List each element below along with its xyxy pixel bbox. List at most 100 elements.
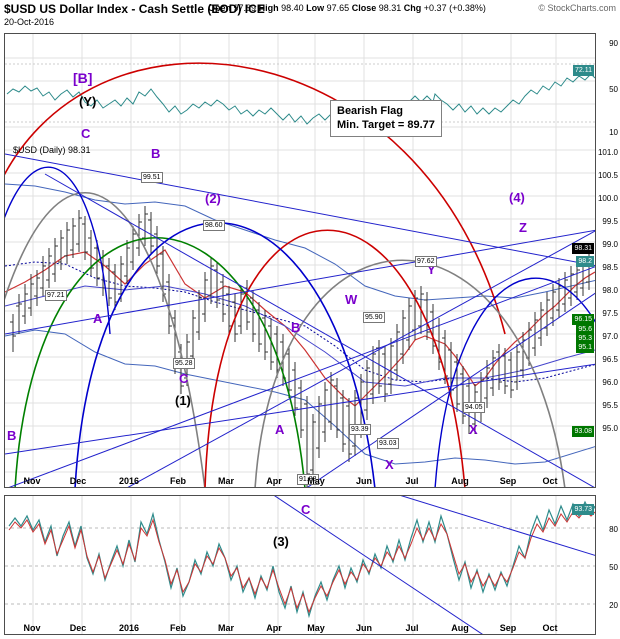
annotation-c-3: C — [301, 502, 311, 517]
yaxis-tick-1010: 101.0 — [597, 148, 618, 157]
yaxis-tick-10: 10 — [609, 128, 618, 137]
xtick-jul: Jul — [405, 476, 419, 486]
xtick2-jul: Jul — [405, 623, 419, 633]
point-label-9721: 97.21 — [45, 290, 67, 301]
annotation-3: (3) — [273, 534, 289, 549]
point-label-9339: 93.39 — [349, 424, 371, 435]
close-value: 98.31 — [378, 3, 402, 13]
series-legend: $USD (Daily) 98.31 — [13, 145, 91, 155]
chg-value: +0.37 (+0.38%) — [423, 3, 486, 13]
xtick-2016: 2016 — [118, 476, 140, 486]
price-bars — [10, 206, 592, 487]
point-label-9303: 93.03 — [377, 438, 399, 449]
open-label: Open — [208, 3, 232, 13]
annotation-y-paren: (Y) — [79, 94, 97, 109]
annotation-2: (2) — [205, 191, 221, 206]
annotation-z: Z — [519, 220, 527, 235]
source-watermark: © StockCharts.com — [538, 3, 616, 13]
xtick2-apr: Apr — [266, 623, 282, 633]
xtick2-oct: Oct — [542, 623, 558, 633]
yaxis-tick-985: 98.5 — [602, 263, 618, 272]
xtick2-feb: Feb — [169, 623, 186, 633]
price-panel[interactable]: $USD (Daily) 98.31 [B] (Y) C B A (2) C (… — [4, 33, 596, 488]
xtick-jun: Jun — [355, 476, 372, 486]
rsi-tick-50: 50 — [609, 563, 618, 572]
xtick-may: May — [307, 476, 325, 486]
xtick2-sep: Sep — [499, 623, 517, 633]
annotation-1: (1) — [175, 393, 191, 408]
xtick2-2016: 2016 — [118, 623, 140, 633]
xtick-oct: Oct — [542, 476, 558, 486]
point-label-9188: 91.88 — [297, 474, 319, 485]
xtick2-dec: Dec — [69, 623, 87, 633]
low-label: Low — [306, 3, 325, 13]
yaxis-tick-960: 96.0 — [602, 378, 618, 387]
ma-slow-blue — [5, 285, 595, 387]
annotation-b-bracket: [B] — [73, 70, 93, 86]
callout-line2: Min. Target = 89.77 — [337, 119, 435, 131]
high-value: 98.40 — [281, 3, 304, 13]
trendlines — [5, 153, 595, 487]
yaxis-tick-950: 95.0 — [602, 424, 618, 433]
xtick2-nov: Nov — [23, 623, 41, 633]
annotation-4: (4) — [509, 190, 525, 205]
xtick-aug: Aug — [451, 476, 469, 486]
instrument-name: US Dollar Index - Cash Settle (EOD) ICE — [39, 2, 265, 16]
annotation-c-2: C — [179, 371, 189, 386]
annotation-x-2: X — [469, 422, 478, 437]
point-label-9951: 99.51 — [141, 172, 163, 183]
xtick-nov: Nov — [23, 476, 41, 486]
price-tag-7211: 72.11 — [573, 65, 594, 76]
yaxis-tick-1005: 100.5 — [597, 171, 618, 180]
xtick2-jun: Jun — [355, 623, 372, 633]
point-label-9762: 97.62 — [415, 256, 437, 267]
annotation-a-2: A — [275, 422, 285, 437]
annotation-y: Y — [427, 262, 436, 277]
annotation-w: W — [345, 292, 358, 307]
symbol-label: $USD — [4, 2, 37, 16]
point-label-9860: 98.60 — [203, 220, 225, 231]
yaxis-tick-1000: 100.0 — [597, 194, 618, 203]
xtick2-aug: Aug — [451, 623, 469, 633]
annotation-b-2: B — [291, 320, 301, 335]
bollinger-upper — [5, 183, 595, 301]
callout-bearish-flag: Bearish Flag Min. Target = 89.77 — [330, 100, 442, 137]
yaxis-tick-50: 50 — [609, 85, 618, 94]
annotation-x-1: X — [385, 457, 394, 472]
annotation-b-3: B — [7, 428, 17, 443]
upper-indicator — [5, 63, 595, 125]
xtick-mar: Mar — [217, 476, 234, 486]
xtick-sep: Sep — [499, 476, 517, 486]
chart-header: $USD US Dollar Index - Cash Settle (EOD)… — [0, 0, 620, 32]
chg-label: Chg — [403, 3, 422, 13]
point-label-9590: 95.90 — [363, 312, 385, 323]
xtick-dec: Dec — [69, 476, 87, 486]
xtick2-may: May — [307, 623, 325, 633]
callout-line1: Bearish Flag — [337, 105, 404, 117]
price-svg — [5, 34, 595, 487]
xtick2-mar: Mar — [217, 623, 234, 633]
rsi-panel[interactable]: C (3) 93.73 — [4, 495, 596, 635]
low-value: 97.65 — [326, 3, 350, 13]
yaxis-tick-955: 95.5 — [602, 401, 618, 410]
annotation-a-1: A — [93, 311, 103, 326]
page-title: $USD US Dollar Index - Cash Settle (EOD)… — [4, 2, 265, 16]
annotation-b-1: B — [151, 146, 161, 161]
chart-date: 20-Oct-2016 — [4, 17, 55, 27]
yaxis-tick-965: 96.5 — [602, 355, 618, 364]
point-label-9405: 94.05 — [463, 402, 485, 413]
open-value: 97.89 — [233, 3, 257, 13]
price-tag-951: 95.1 — [576, 342, 594, 353]
rsi-price-tag: 93.73 — [572, 504, 594, 515]
yaxis-tick-975: 97.5 — [602, 309, 618, 318]
xtick-feb: Feb — [169, 476, 186, 486]
price-tag-982: 98.2 — [576, 256, 594, 267]
yaxis-tick-990: 99.0 — [602, 240, 618, 249]
annotation-c-1: C — [81, 126, 91, 141]
xtick-apr: Apr — [266, 476, 282, 486]
yaxis-tick-90: 90 — [609, 39, 618, 48]
price-tag-close: 98.31 — [572, 243, 594, 254]
price-tag-9308: 93.08 — [572, 426, 594, 437]
rsi-tick-80: 80 — [609, 525, 618, 534]
